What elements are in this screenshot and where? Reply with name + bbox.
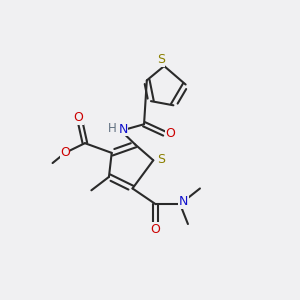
Text: S: S bbox=[157, 153, 165, 166]
Text: N: N bbox=[178, 195, 188, 208]
Text: O: O bbox=[150, 223, 160, 236]
Text: H: H bbox=[108, 122, 116, 135]
Text: O: O bbox=[60, 146, 70, 159]
Text: O: O bbox=[166, 127, 176, 140]
Text: S: S bbox=[157, 53, 165, 66]
Text: N: N bbox=[118, 123, 128, 136]
Text: O: O bbox=[74, 111, 83, 124]
